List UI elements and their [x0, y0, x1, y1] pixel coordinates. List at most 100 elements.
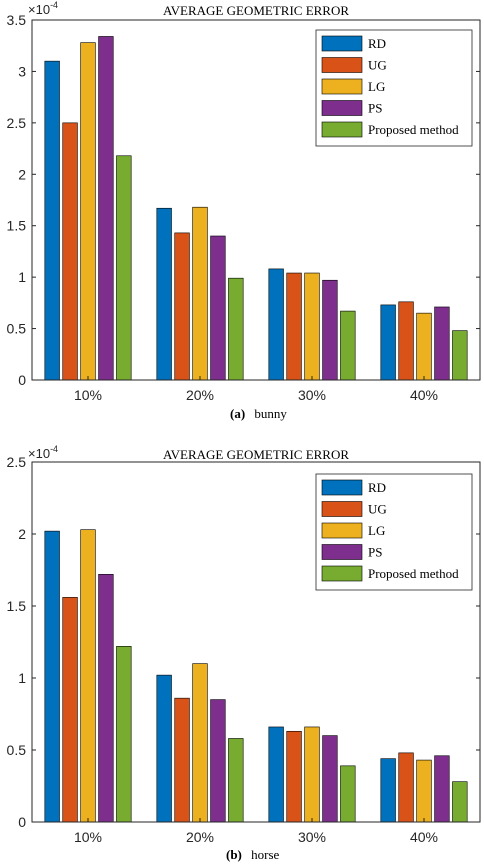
panel-caption-text: bunny: [254, 406, 287, 421]
legend-label: LG: [368, 523, 385, 538]
panel-caption: (a) bunny: [230, 406, 287, 421]
y-axis: 0 0.5 1 1.5 2 2.5: [7, 454, 480, 830]
x-tick-label: 20%: [186, 829, 214, 845]
legend: RD UG LG PS Proposed method: [315, 473, 473, 591]
bar-ps-20pct: [210, 699, 226, 823]
bar-rd-20pct: [156, 207, 172, 381]
bar-ug-40pct: [398, 301, 414, 381]
legend: RD UG LG PS Proposed method: [315, 29, 473, 147]
bar-rd-40pct: [380, 304, 396, 381]
y-tick-label: 2.5: [7, 115, 27, 131]
bar-ug-10pct: [62, 597, 78, 823]
x-tick-label: 40%: [410, 387, 438, 403]
bar-proposed-method-30pct: [340, 310, 356, 381]
bar-lg-20pct: [192, 663, 208, 823]
y-tick-label: 0.5: [7, 742, 27, 758]
bar-lg-30pct: [304, 272, 320, 381]
legend-label: UG: [368, 58, 387, 73]
x-tick-label: 20%: [186, 387, 214, 403]
y-tick-label: 2.5: [7, 454, 27, 470]
bar-proposed-method-10pct: [116, 646, 132, 823]
bar-proposed-method-20pct: [228, 277, 244, 381]
bar-ug-20pct: [174, 232, 190, 381]
legend-swatch: [321, 479, 363, 496]
y-tick-label: 3.5: [7, 12, 27, 28]
y-axis: 0 0.5 1 1.5 2 2.5 3 3.5: [7, 12, 480, 388]
chart-title: AVERAGE GEOMETRIC ERROR: [163, 447, 349, 462]
bar-rd-40pct: [380, 758, 396, 823]
y-exponent-label: ×10-4: [28, 0, 58, 17]
bar-rd-10pct: [44, 530, 60, 823]
legend-label: Proposed method: [368, 566, 459, 581]
legend-swatch: [321, 121, 363, 138]
bar-ps-40pct: [434, 306, 450, 381]
panel-caption-label: (b): [226, 847, 242, 862]
y-tick-label: 1.5: [7, 598, 27, 614]
x-axis: 10% 20% 30% 40%: [74, 376, 438, 403]
bar-lg-20pct: [192, 206, 208, 381]
legend-label: PS: [368, 545, 382, 560]
chart-title: AVERAGE GEOMETRIC ERROR: [163, 3, 349, 18]
bar-group: [44, 529, 468, 823]
legend-label: PS: [368, 101, 382, 116]
bar-lg-30pct: [304, 726, 320, 823]
x-tick-label: 10%: [74, 829, 102, 845]
chart-panel-bunny: AVERAGE GEOMETRIC ERROR ×10-4 0 0.5 1 1.5 2 2…: [7, 0, 481, 421]
legend-label: LG: [368, 79, 385, 94]
y-tick-label: 0: [18, 814, 26, 830]
bar-ps-10pct: [98, 36, 114, 381]
bar-proposed-method-40pct: [452, 330, 468, 381]
bar-lg-40pct: [416, 312, 432, 381]
legend-swatch: [321, 565, 363, 582]
x-tick-label: 10%: [74, 387, 102, 403]
bar-proposed-method-30pct: [340, 765, 356, 823]
x-tick-label: 40%: [410, 829, 438, 845]
legend-swatch: [321, 35, 363, 52]
bar-ug-30pct: [286, 272, 302, 381]
bar-proposed-method-40pct: [452, 781, 468, 823]
legend-label: RD: [368, 480, 386, 495]
x-tick-label: 30%: [298, 387, 326, 403]
x-tick-label: 30%: [298, 829, 326, 845]
legend-swatch: [321, 78, 363, 95]
y-tick-label: 2: [18, 166, 26, 182]
bar-lg-10pct: [80, 42, 96, 381]
legend-label: UG: [368, 502, 387, 517]
y-tick-label: 1: [18, 670, 26, 686]
x-axis: 10% 20% 30% 40%: [74, 818, 438, 845]
bar-lg-10pct: [80, 529, 96, 823]
bar-rd-30pct: [268, 726, 284, 823]
panel-caption-text: horse: [251, 847, 279, 862]
y-tick-label: 0: [18, 372, 26, 388]
y-tick-label: 2: [18, 526, 26, 542]
y-tick-label: 0.5: [7, 321, 27, 337]
legend-label: Proposed method: [368, 122, 459, 137]
legend-swatch: [321, 501, 363, 517]
bar-rd-10pct: [44, 60, 60, 381]
chart-panel-horse: AVERAGE GEOMETRIC ERROR ×10-4 0 0.5 1 1.5 2 2…: [7, 444, 481, 862]
bar-ps-30pct: [322, 279, 338, 381]
legend-swatch: [321, 100, 363, 116]
bar-proposed-method-10pct: [116, 155, 132, 381]
bar-rd-30pct: [268, 268, 284, 381]
bar-ps-40pct: [434, 755, 450, 823]
bar-ps-30pct: [322, 735, 338, 823]
plot-frame: [31, 461, 481, 823]
bar-ps-10pct: [98, 574, 114, 823]
bar-rd-20pct: [156, 674, 172, 823]
panel-caption: (b) horse: [226, 847, 280, 862]
plot-frame: [31, 19, 481, 381]
panel-caption-label: (a): [230, 406, 245, 421]
legend-swatch: [321, 57, 363, 73]
y-tick-label: 3: [18, 63, 26, 79]
bar-proposed-method-20pct: [228, 738, 244, 823]
bar-lg-40pct: [416, 759, 432, 823]
legend-label: RD: [368, 36, 386, 51]
legend-swatch: [321, 522, 363, 539]
legend-swatch: [321, 544, 363, 560]
y-tick-label: 1: [18, 269, 26, 285]
y-tick-label: 1.5: [7, 218, 27, 234]
bar-ps-20pct: [210, 235, 226, 381]
bar-ug-40pct: [398, 752, 414, 823]
